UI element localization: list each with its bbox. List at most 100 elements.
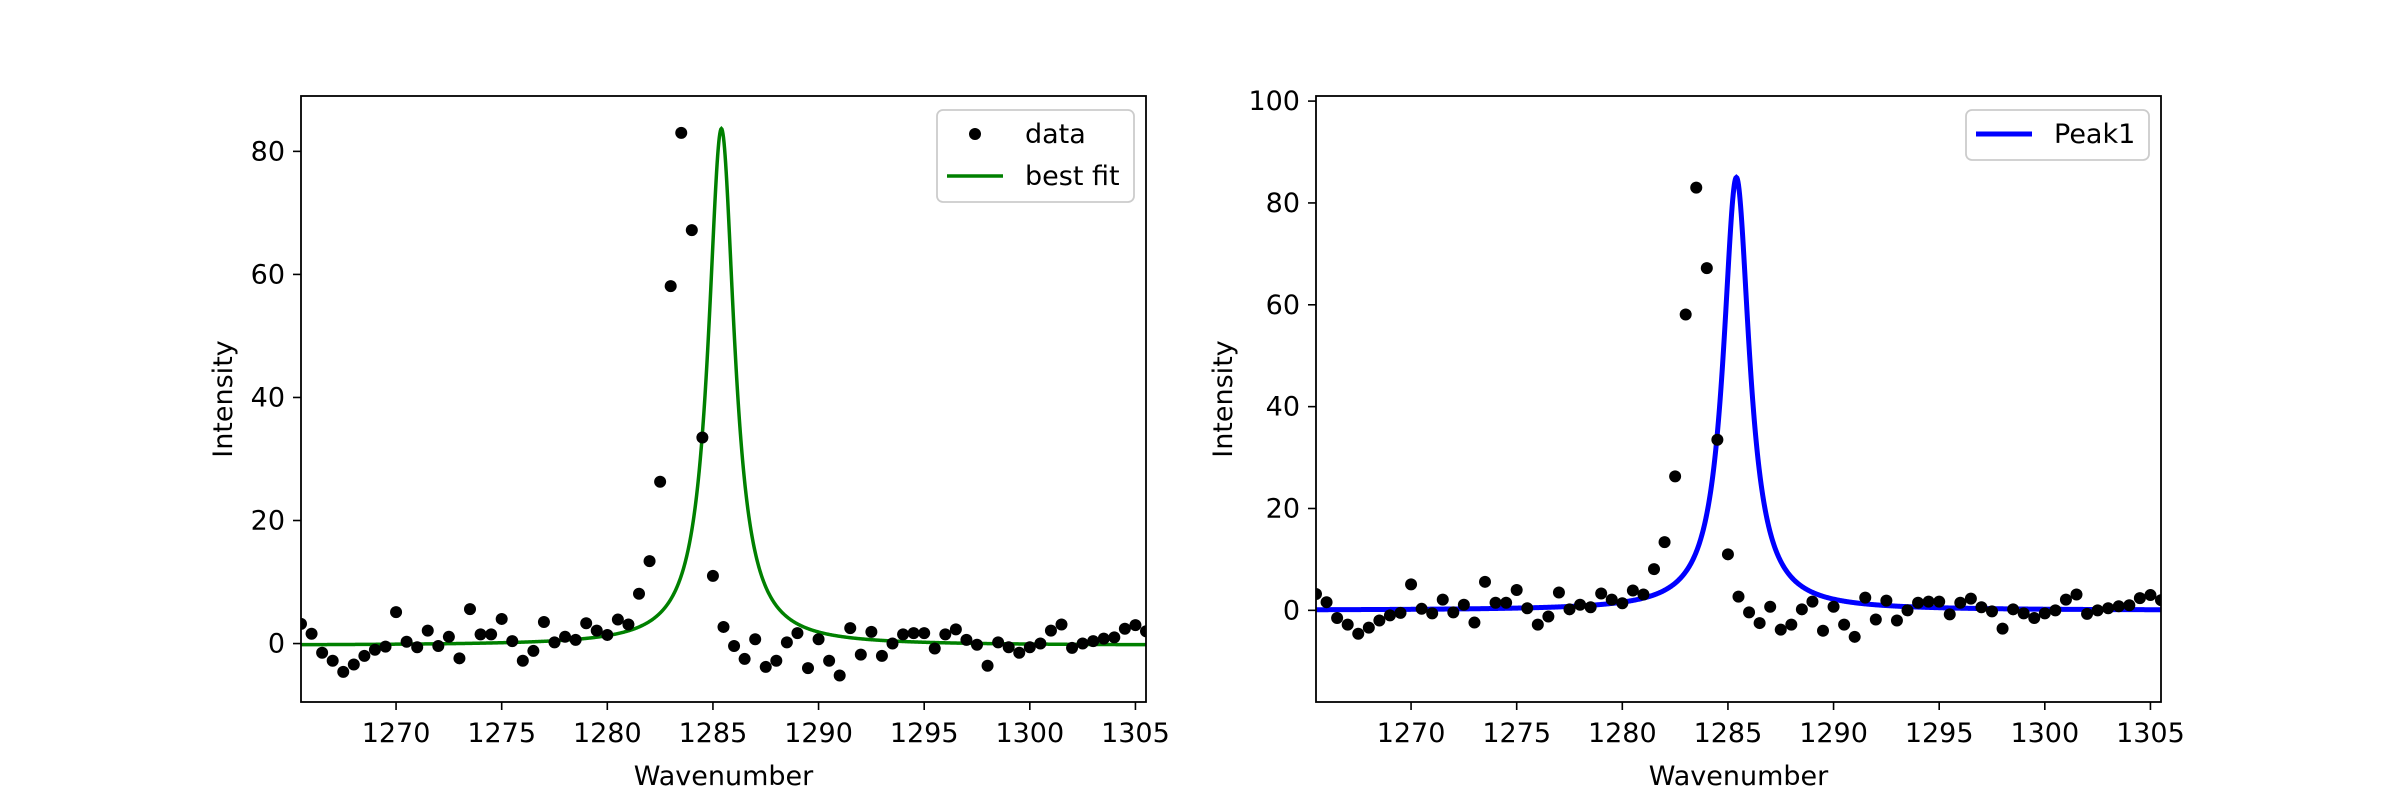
data-point: [717, 620, 730, 633]
data-point: [633, 587, 645, 600]
data-point: [379, 640, 392, 653]
data-point: [2059, 593, 2072, 606]
axes-frame: [1315, 95, 2162, 703]
data-point: [759, 660, 772, 673]
data-point: [1479, 575, 1491, 588]
data-point: [2091, 604, 2104, 617]
data-point: [1595, 587, 1608, 600]
data-point: [696, 431, 709, 444]
data-point: [485, 628, 498, 641]
data-point: [590, 624, 603, 637]
data-point: [421, 624, 434, 637]
data-point: [2070, 588, 2083, 601]
y-tick-label: 40: [251, 382, 285, 413]
y-tick-label: 60: [251, 259, 285, 290]
y-tick-label: 0: [268, 629, 285, 660]
data-point: [865, 625, 878, 638]
data-point: [622, 618, 635, 631]
data-point: [1964, 592, 1977, 605]
data-point: [918, 627, 931, 640]
data-point: [2133, 592, 2146, 605]
data-point: [2112, 600, 2125, 613]
data-point: [971, 638, 983, 651]
data-point: [1679, 308, 1692, 321]
data-point: [1574, 598, 1587, 611]
data-point: [1055, 618, 1068, 631]
data-point: [907, 627, 920, 640]
data-point: [1848, 630, 1861, 643]
data-point: [1954, 596, 1967, 609]
data-point: [1066, 641, 1079, 654]
y-axis-label: Intensity: [1208, 340, 1239, 458]
data-point: [1447, 606, 1460, 619]
data-point: [897, 628, 910, 641]
data-point: [992, 636, 1005, 649]
data-point: [2017, 607, 2030, 620]
data-point: [833, 669, 846, 682]
data-point: [347, 658, 360, 671]
data-point: [854, 648, 867, 661]
data-point: [2049, 604, 2062, 617]
data-point: [1521, 602, 1534, 615]
data-point: [1806, 595, 1819, 608]
data-point: [368, 643, 381, 656]
x-tick-label: 1305: [1101, 718, 1170, 749]
data-point: [1743, 606, 1756, 619]
chart-panel-2: 1270 1275 1280 1285 1290 1295 1300 1305 0 20 40 60 8…: [1208, 86, 2185, 792]
data-point: [1637, 588, 1650, 601]
data-point: [537, 616, 550, 629]
data-point: [580, 617, 593, 630]
data-point: [886, 637, 899, 650]
data-point: [1087, 635, 1100, 648]
data-point: [2038, 607, 2051, 620]
data-point: [2007, 603, 2020, 616]
x-axis-label: Wavenumber: [634, 761, 814, 792]
data-point: [823, 654, 836, 667]
x-tick-label: 1290: [784, 718, 853, 749]
data-point: [1817, 624, 1829, 637]
data-point: [1986, 605, 1998, 618]
data-point: [1013, 646, 1026, 659]
data-point: [1097, 632, 1110, 645]
data-point: [780, 636, 793, 649]
data-point: [1383, 609, 1396, 622]
plot-area: [301, 126, 1146, 682]
data-point: [1341, 618, 1354, 631]
data-point: [675, 126, 688, 139]
legend-label: data: [1025, 119, 1086, 150]
x-tick-label: 1280: [1588, 718, 1657, 749]
data-point: [939, 628, 952, 641]
data-point: [1108, 631, 1121, 644]
data-point: [1690, 181, 1703, 194]
y-tick-label: 20: [1266, 493, 1300, 524]
data-point: [411, 641, 424, 654]
data-point: [1320, 596, 1333, 609]
y-tick-label: 60: [1266, 290, 1300, 321]
x-tick-label: 1295: [890, 718, 959, 749]
data-point: [1616, 597, 1629, 610]
data-point: [949, 623, 962, 636]
x-tick-label: 1305: [2116, 718, 2185, 749]
y-tick-label: 0: [1283, 595, 1300, 626]
data-point: [1373, 614, 1386, 627]
data-point: [326, 654, 339, 667]
data-point: [802, 662, 814, 675]
data-point: [1415, 602, 1428, 615]
data-point: [453, 652, 466, 665]
x-tick-label: 1275: [1482, 718, 1551, 749]
data-point: [390, 606, 403, 619]
data-point: [301, 617, 307, 630]
data-point: [1901, 604, 1914, 617]
data-point: [1711, 433, 1724, 446]
data-point: [2028, 611, 2041, 624]
data-point: [611, 613, 624, 626]
data-point: [1510, 583, 1523, 596]
data-point: [1436, 593, 1449, 606]
data-point: [1753, 617, 1766, 630]
data-point: [1531, 618, 1544, 631]
data-point: [559, 630, 572, 643]
data-point: [706, 569, 719, 582]
data-point: [1764, 600, 1777, 613]
data-point: [1912, 596, 1925, 609]
